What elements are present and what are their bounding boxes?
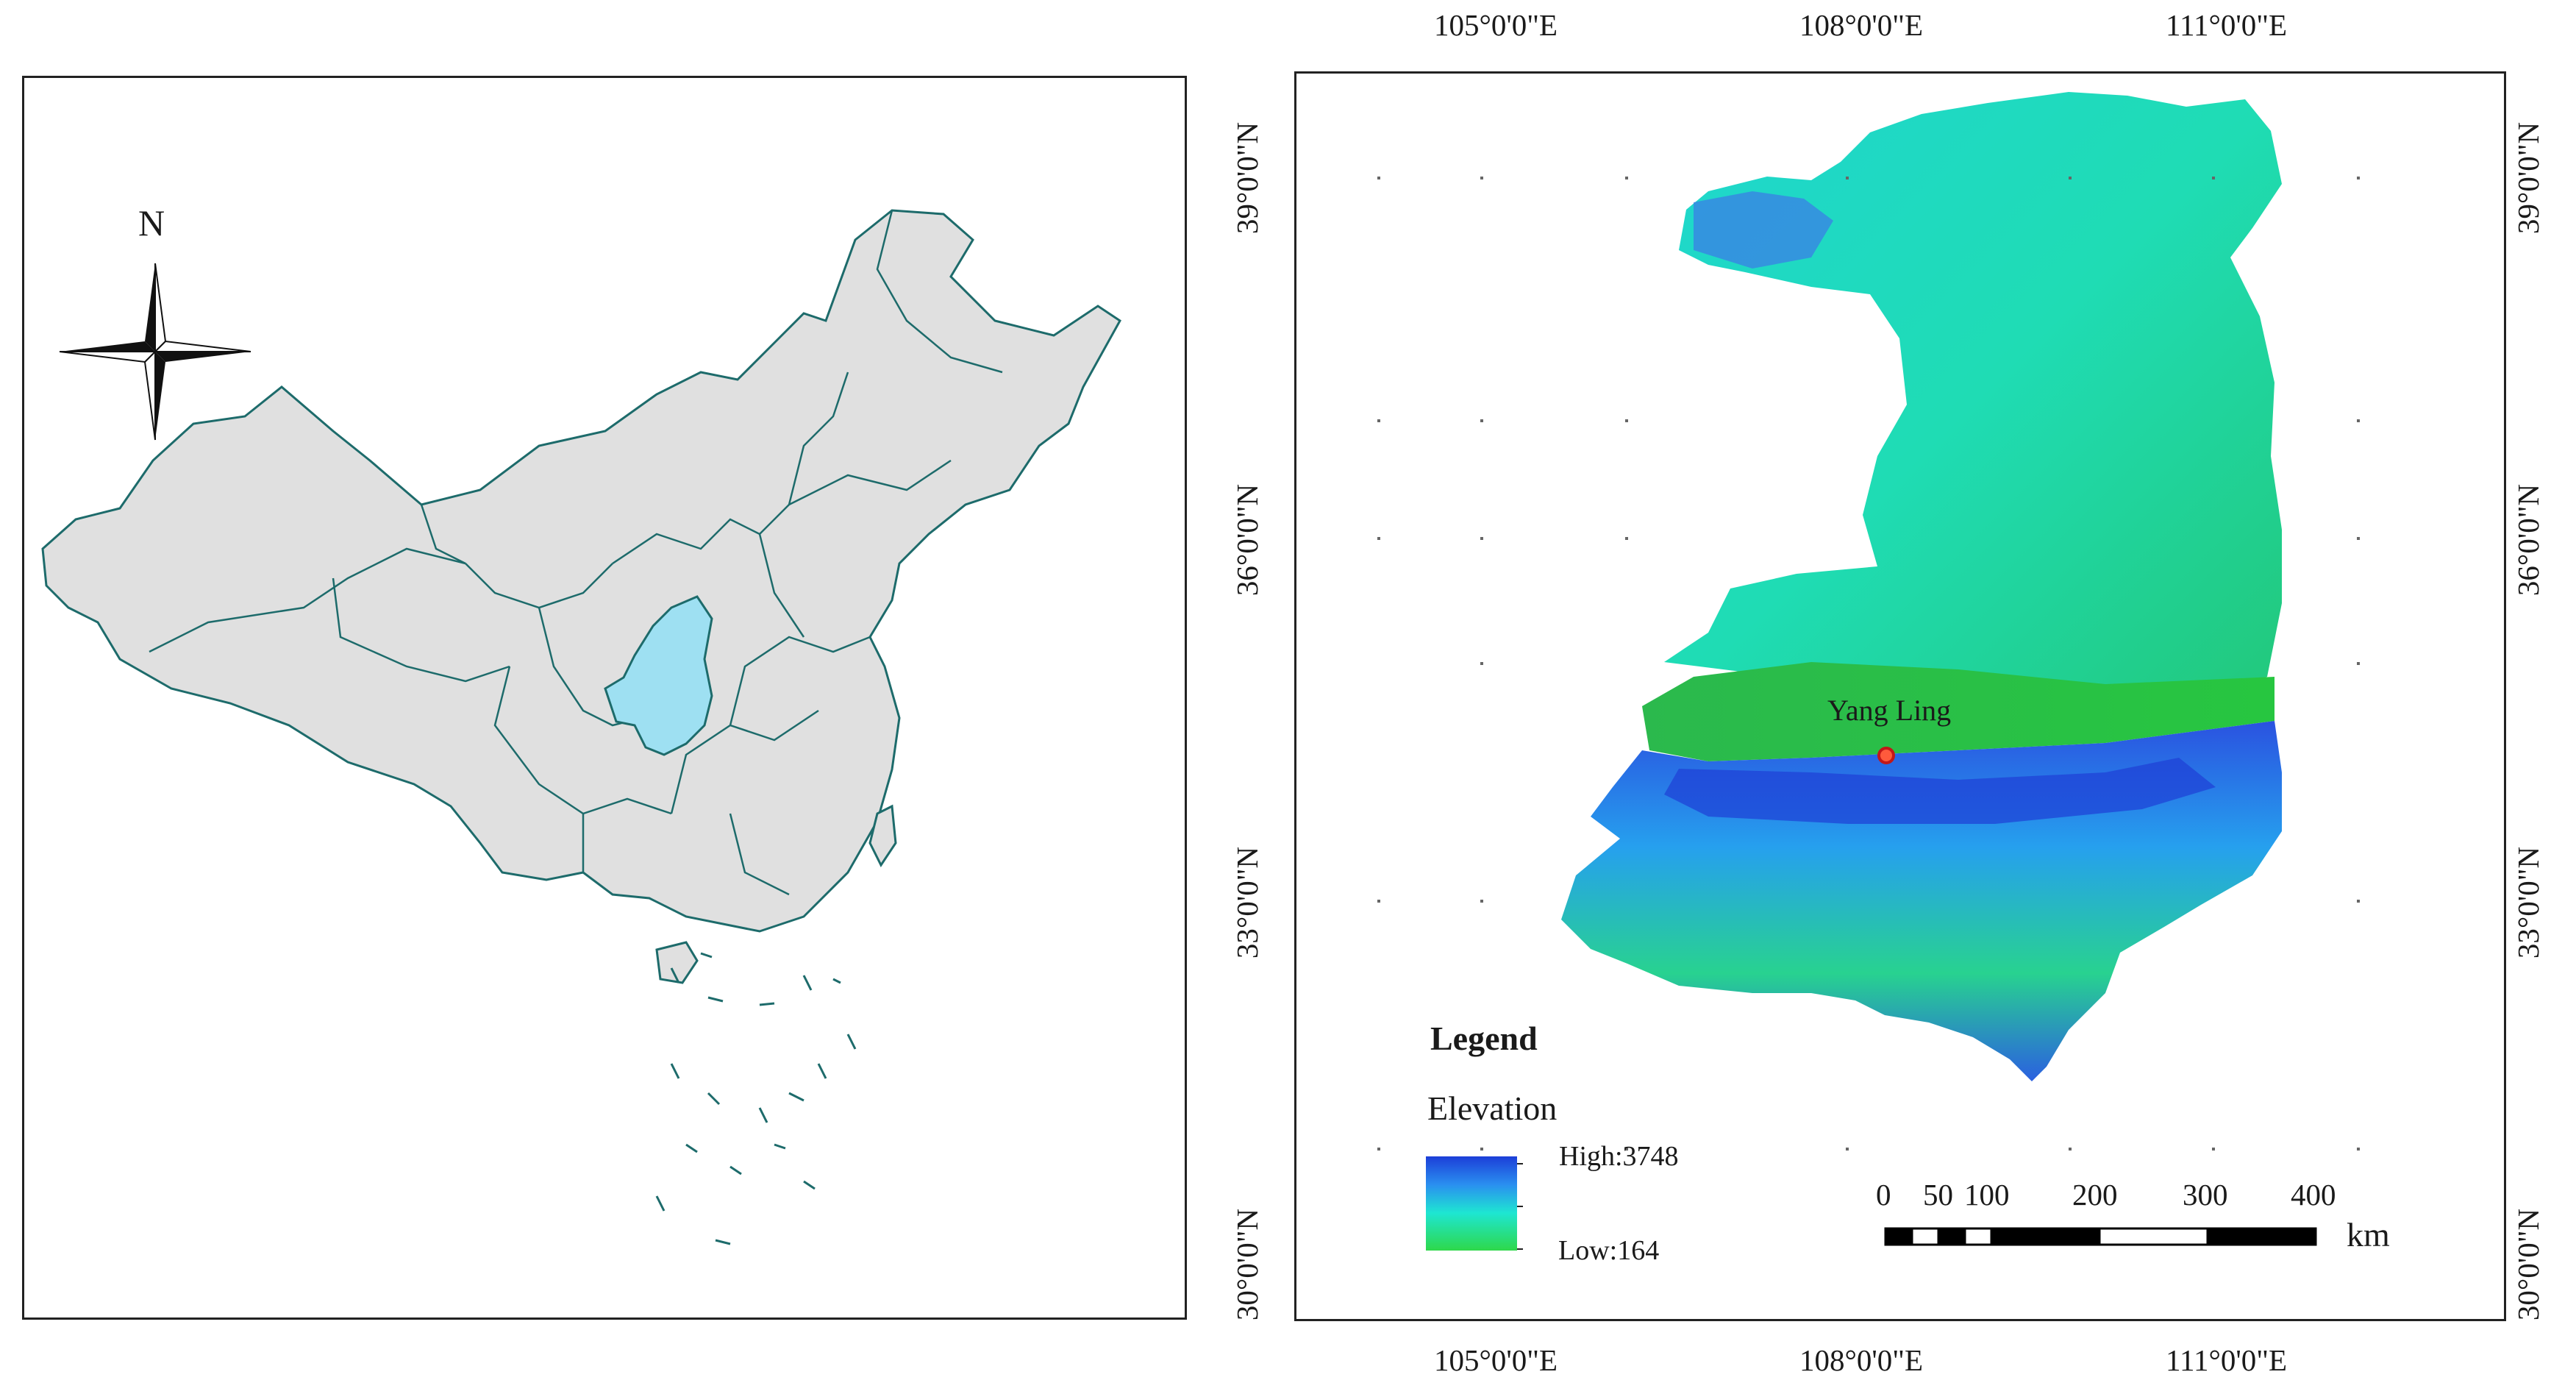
shaanxi-highlight	[604, 595, 713, 756]
site-label: Yang Ling	[1827, 694, 1952, 727]
north-label: N	[138, 202, 165, 243]
graticule-points	[1377, 177, 2360, 1151]
right-lat-label: 39°0'0"N	[2511, 121, 2546, 235]
right-lat-label: 33°0'0"N	[2511, 846, 2546, 959]
qinling-ridge	[1664, 758, 2216, 824]
scale-bar-graphic	[1884, 1227, 2317, 1246]
scale-label-400: 400	[2291, 1178, 2336, 1212]
top-lon-label: 105°0'0"E	[1434, 8, 1558, 42]
scale-label-200: 200	[2072, 1178, 2118, 1212]
top-lon-label: 111°0'0"E	[2166, 8, 2288, 42]
china-map-svg	[41, 209, 1121, 1245]
shaanxi-elevation-map: Yang Ling Legend Elevation High:3748 Low…	[1294, 71, 2506, 1321]
north-arrow-icon	[59, 263, 251, 441]
china-landmass	[41, 209, 1121, 933]
legend-title: Legend	[1430, 1020, 1538, 1057]
left-lat-label: 39°0'0"N	[1230, 121, 1265, 235]
scale-label-0: 0	[1876, 1178, 1891, 1212]
left-lat-label: 33°0'0"N	[1230, 846, 1265, 959]
legend-high-label: High:3748	[1559, 1141, 1679, 1172]
scale-label-50: 50	[1923, 1178, 1953, 1212]
top-lon-label: 108°0'0"E	[1799, 8, 1924, 42]
hainan-island	[655, 941, 699, 984]
left-lat-label: 36°0'0"N	[1230, 483, 1265, 597]
legend-low-label: Low:164	[1558, 1235, 1660, 1266]
guanzhong-plain	[1642, 662, 2274, 761]
scale-label-100: 100	[1964, 1178, 2010, 1212]
bottom-lon-label: 105°0'0"E	[1434, 1343, 1558, 1377]
elevation-color-ramp	[1426, 1156, 1517, 1251]
right-lat-label: 30°0'0"N	[2511, 1208, 2546, 1321]
ordos-high-patch	[1694, 191, 1833, 269]
china-overview-map: N	[22, 76, 1187, 1320]
left-lat-label: 30°0'0"N	[1230, 1208, 1265, 1321]
yangling-site-marker	[1877, 747, 1895, 764]
legend-layer-name: Elevation	[1427, 1089, 1558, 1127]
south-china-sea-islands	[655, 952, 857, 1245]
bottom-lon-label: 108°0'0"E	[1799, 1343, 1924, 1377]
taiwan-island	[868, 804, 897, 867]
right-lat-label: 36°0'0"N	[2511, 483, 2546, 597]
scale-label-300: 300	[2183, 1178, 2228, 1212]
bottom-lon-label: 111°0'0"E	[2166, 1343, 2288, 1377]
province-boundaries	[149, 210, 1003, 896]
elevation-map-svg	[1377, 92, 2360, 1250]
northern-plateau	[1664, 92, 2282, 706]
scale-unit-label: km	[2347, 1216, 2390, 1253]
